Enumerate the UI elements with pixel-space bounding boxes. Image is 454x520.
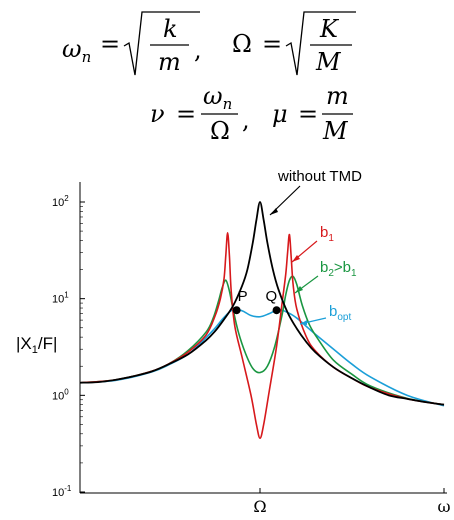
arrowhead-without-tmd (270, 208, 278, 215)
series-layer (79, 201, 445, 440)
eq1-sqrt-2 (285, 11, 356, 76)
label-bopt: bopt (329, 303, 351, 323)
label-without-tmd: without TMD (277, 168, 362, 185)
y-tick-label: 10-1 (52, 484, 72, 499)
arrowhead-b2 (295, 286, 303, 293)
eq2-m: m (326, 82, 349, 110)
eq1-sqrt (123, 11, 200, 76)
y-tick-label: 102 (52, 194, 69, 209)
eq1-Omega: Ω (232, 30, 252, 58)
series-without-tmd (79, 201, 445, 406)
y-tick-label: 100 (52, 387, 69, 402)
eq1-K: K (319, 15, 340, 43)
fixed-point-label-q: Q (266, 288, 278, 305)
eq1-omega-n: ωn (62, 35, 91, 66)
fixed-point-label-p: P (238, 288, 248, 305)
label-b2: b2>b1 (320, 259, 357, 279)
eq1-m: m (158, 48, 181, 76)
y-tick-label: 101 (52, 291, 69, 306)
series-b1 (79, 232, 445, 440)
equations: ωn = k m , Ω = K M ν = ωn Ω , μ = m M (62, 11, 356, 145)
eq1-k: k (163, 15, 178, 43)
annotations: without TMD b1 b2>b1 bopt (269, 168, 362, 325)
eq2-omega-n: ωn (203, 82, 232, 113)
label-b1: b1 (320, 224, 334, 244)
eq2-equals-2: = (298, 100, 318, 128)
eq1-equals-2: = (262, 30, 282, 58)
fixed-point-p (232, 306, 241, 315)
eq2-comma: , (242, 106, 250, 134)
eq2-M: M (322, 117, 349, 145)
eq2-nu: ν (150, 100, 165, 128)
eq2-mu: μ (272, 100, 288, 128)
eq1-M: M (315, 48, 342, 76)
eq1-comma: , (194, 36, 202, 64)
series-bopt (79, 308, 445, 407)
arrowhead-bopt (300, 320, 307, 325)
eq2-Omega: Ω (210, 117, 230, 145)
y-ticks: 10-1 100 101 102 (52, 194, 85, 499)
y-axis-label: |X1/F| (16, 334, 57, 356)
x-tick-label: Ω (253, 497, 266, 516)
series-b2 (79, 275, 445, 406)
x-tick-label: ω (437, 497, 450, 516)
arrowhead-b1 (292, 255, 300, 262)
eq2-equals: = (176, 100, 196, 128)
eq1-equals: = (100, 30, 120, 58)
fixed-point-q (272, 306, 281, 315)
